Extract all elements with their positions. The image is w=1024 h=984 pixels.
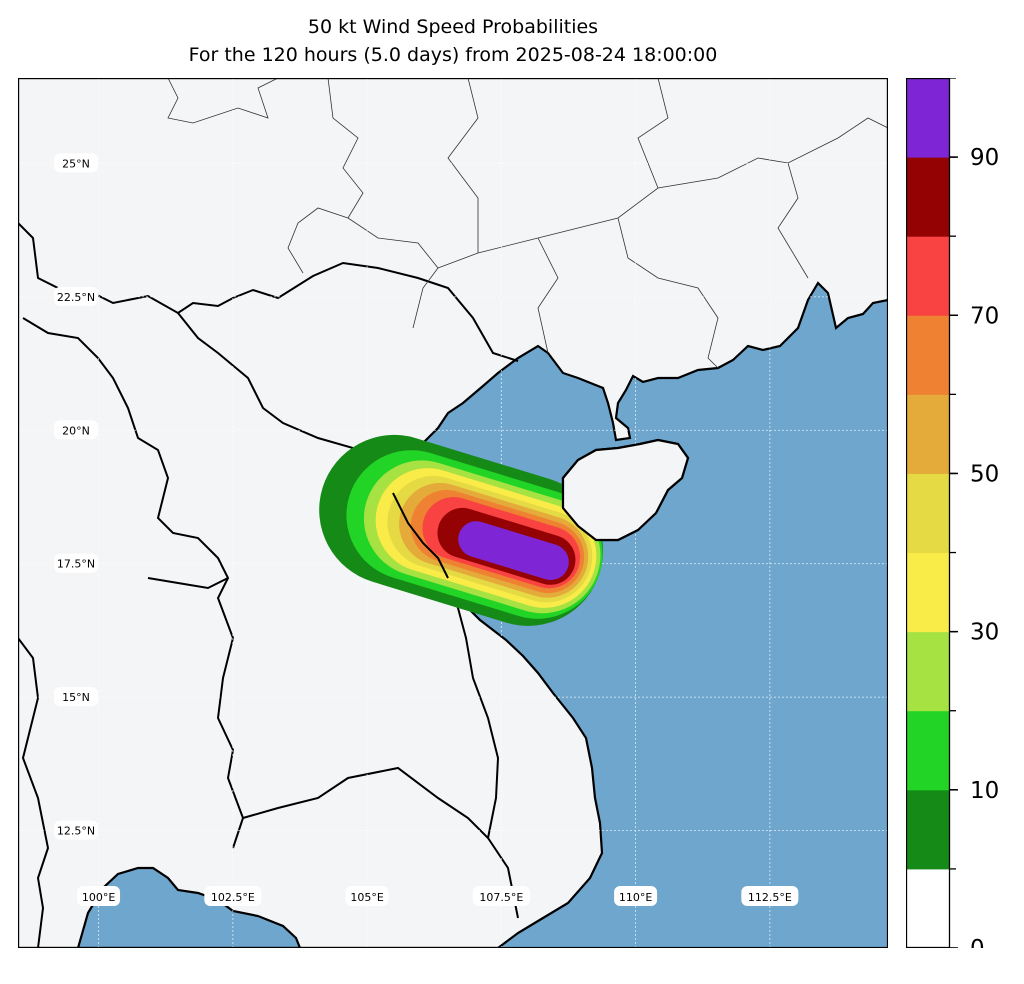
colorbar-tick-label: 50: [970, 461, 999, 487]
lon-label-bg: [204, 886, 262, 906]
colorbar-cell: [906, 631, 950, 712]
probability-band: [458, 521, 569, 580]
chart-title: 50 kt Wind Speed Probabilities: [307, 16, 599, 38]
lon-label-bg: [614, 886, 658, 906]
lon-label-bg: [345, 886, 389, 906]
lat-label: 20°N: [62, 424, 90, 437]
colorbar-tick-label: 10: [970, 778, 999, 804]
colorbar-tick-label: 30: [970, 620, 999, 646]
lat-label: 22.5°N: [57, 291, 95, 304]
gulf-of-thailand: [76, 866, 302, 948]
colorbar-cell: [906, 710, 950, 791]
chart-subtitle: For the 120 hours (5.0 days) from 2025-0…: [188, 44, 718, 66]
probability-map: 25°N 22.5°N 20°N 17.5°N 15°N 12.5°N 100°E 102.5…: [18, 78, 888, 948]
colorbar-cell: [906, 394, 950, 474]
lon-label: 107.5°E: [479, 891, 523, 904]
lat-label-bg: [54, 286, 98, 306]
lat-label: 15°N: [62, 691, 90, 704]
colorbar-cell: [906, 868, 950, 948]
colorbar-cell: [906, 78, 950, 158]
colorbar-cell: [906, 789, 950, 870]
lat-label-bg: [54, 553, 98, 573]
lat-label-bg: [54, 687, 98, 707]
colorbar-cell: [906, 473, 950, 554]
lon-label-bg: [741, 886, 799, 906]
lat-label: 12.5°N: [57, 825, 95, 838]
colorbar-tick-label: 70: [970, 303, 999, 329]
lat-label-bg: [54, 820, 98, 840]
colorbar-cell: [906, 236, 950, 316]
land-mass: [18, 78, 888, 948]
lon-label-bg: [472, 886, 530, 906]
lon-label: 105°E: [350, 891, 383, 904]
lon-label: 100°E: [82, 891, 115, 904]
lat-label-bg: [54, 153, 98, 173]
colorbar-tick-label: 90: [970, 145, 999, 171]
colorbar: 0 10 30 50 70 90: [906, 78, 999, 948]
lat-label: 25°N: [62, 157, 90, 170]
lat-label-bg: [54, 420, 98, 440]
lon-label-bg: [77, 886, 121, 906]
lat-label: 17.5°N: [57, 558, 95, 571]
colorbar-tick-label: 0: [970, 936, 985, 948]
probability-swath: [319, 434, 604, 626]
lon-label: 112.5°E: [748, 891, 792, 904]
colorbar-cell: [906, 315, 950, 395]
colorbar-cell: [906, 157, 950, 237]
colorbar-cell: [906, 552, 950, 633]
lon-label: 110°E: [619, 891, 652, 904]
lon-label: 102.5°E: [211, 891, 255, 904]
